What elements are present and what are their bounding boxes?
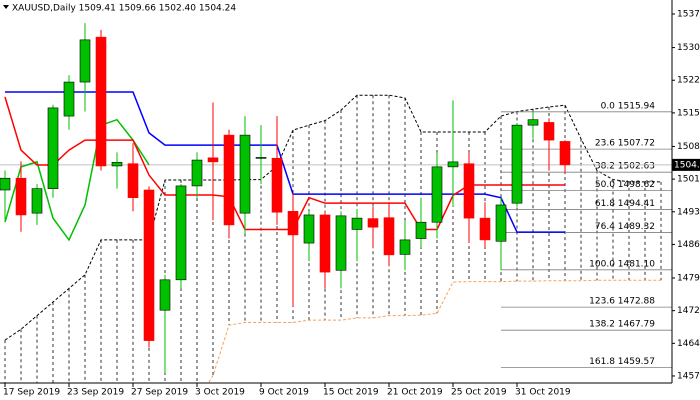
candle-body [255,157,267,159]
candle-body [79,39,91,83]
candle-body [303,214,315,244]
fib-label: 50.0 1498.62 [595,180,655,190]
candle-body [191,159,203,187]
candle-body [223,134,235,226]
candle-body [127,163,139,199]
x-tick-label: 25 Oct 2019 [451,388,507,398]
y-tick-label: 1472.10 [677,306,700,316]
candle-body [287,211,299,236]
x-tick-label: 3 Oct 2019 [195,388,245,398]
y-tick-label: 1457.70 [677,371,700,381]
x-tick-label: 31 Oct 2019 [515,388,571,398]
candle-body [63,81,75,117]
y-tick-label: 1522.90 [677,76,700,86]
candle-body [239,134,251,214]
candle-body [383,217,395,256]
candle-body [495,204,507,242]
candle-body [31,188,43,214]
candle-body [159,279,171,311]
plot-area: 0.0 1515.94 23.6 1507.72 38.2 1502.63 50.0 … [0,23,672,383]
y-tick-label: 1479.30 [677,273,700,283]
candle-body [47,107,59,189]
candle-body [431,166,443,223]
candle-body [143,189,155,341]
x-tick-label: 17 Sep 2019 [3,388,60,398]
candle-body [15,177,27,216]
candle-body [527,119,539,126]
candle-body [319,214,331,273]
candle-body [511,124,523,204]
fib-label: 76.4 1489.32 [595,222,655,232]
y-tick-label: 1486.70 [677,240,700,250]
indicator-line [4,118,150,242]
candle-body [543,122,555,141]
fib-label: 123.6 1472.88 [589,297,655,307]
fib-label: 161.8 1459.57 [589,357,655,367]
candle-body [207,157,219,163]
candle-body [111,162,123,167]
fib-label: 61.8 1494.41 [595,199,655,209]
candle-body [447,161,459,168]
candle-body [351,217,363,230]
x-tick-label: 9 Oct 2019 [259,388,309,398]
candle-body [0,177,11,191]
x-tick-label: 23 Sep 2019 [67,388,124,398]
y-tick-label: 1493.90 [677,207,700,217]
fib-label: 100.0 1481.10 [589,259,655,269]
x-tick-label: 21 Oct 2019 [387,388,443,398]
x-tick-label: 15 Oct 2019 [323,388,379,398]
candle-body [463,163,475,219]
y-tick-label: 1501.10 [677,175,700,185]
cloud-span-a [4,94,661,341]
chart-title: XAUUSD,Daily 1509.41 1509.66 1502.40 150… [12,4,236,14]
candle-body [95,36,107,167]
x-tick-label: 27 Sep 2019 [131,388,188,398]
fib-label: 23.6 1507.72 [595,139,655,149]
y-tick-label: 1537.50 [677,10,700,20]
candle-body [415,221,427,239]
fib-label: 0.0 1515.94 [601,101,656,111]
last-price-box [672,158,700,171]
candle-body [271,157,283,213]
title-icon [3,5,9,9]
candle-body [479,217,491,241]
fib-label: 38.2 1502.63 [595,162,655,172]
last-price-label: 1504.24 [674,160,700,170]
candle-body [367,218,379,228]
cloud-span-b [207,279,661,383]
candle-body [399,239,411,255]
y-tick-label: 1508.30 [677,142,700,152]
y-tick-label: 1530.10 [677,43,700,53]
candle-body [175,185,187,281]
candle-body [335,215,347,271]
fib-label: 138.2 1467.79 [589,320,655,330]
candle-body [559,141,571,166]
y-tick-label: 1464.90 [677,339,700,349]
y-tick-label: 1515.70 [677,108,700,118]
